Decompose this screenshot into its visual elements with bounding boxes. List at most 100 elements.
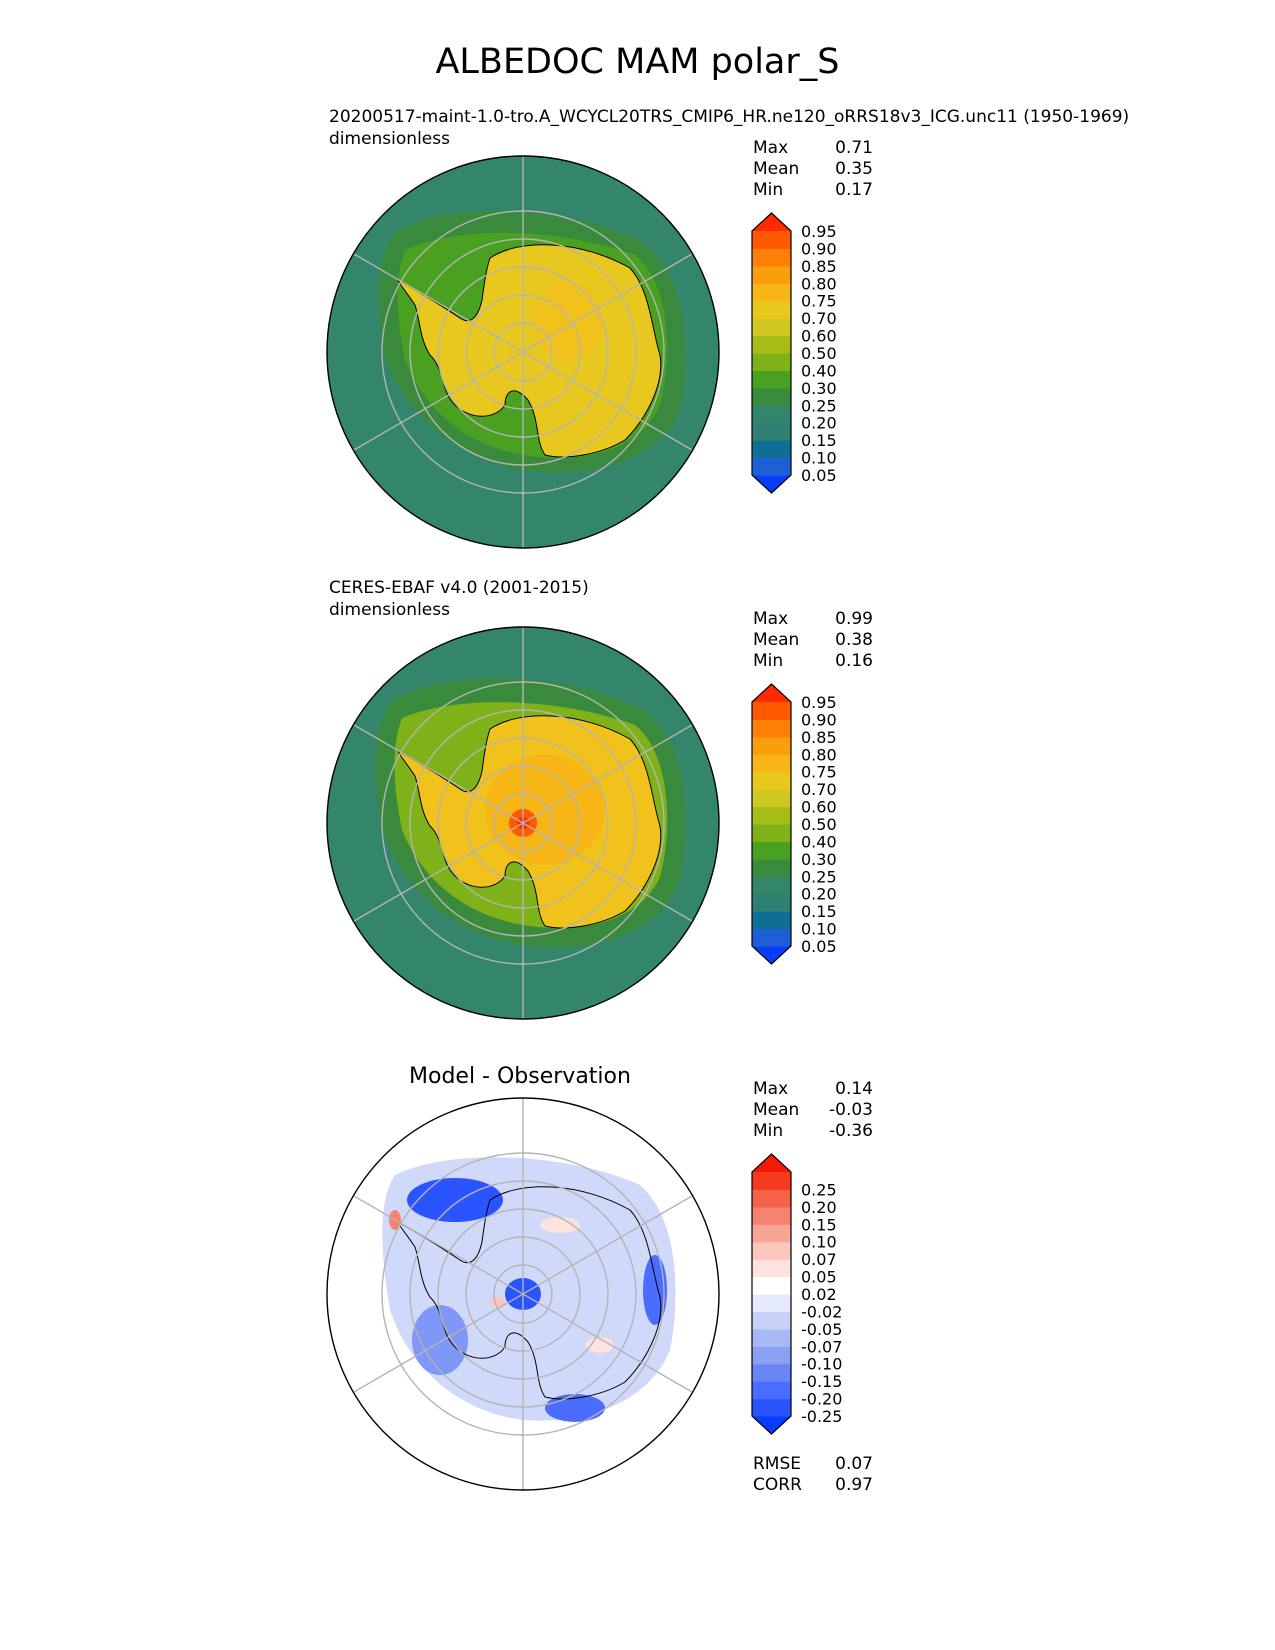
panel-3-strong-negative-west [407,1178,503,1222]
colorbar-2-segment [752,771,791,790]
colorbar-2-segment [752,893,791,912]
panel-3-stat-min-value: -0.36 [829,1121,873,1141]
panel-3-corr-value: 0.97 [835,1475,873,1495]
colorbar-2-tick-label: 0.95 [801,693,837,712]
colorbar-2-tick-label: 0.05 [801,937,837,956]
panel-3-positive-patch [540,1217,580,1233]
colorbar-1-tick-label: 0.75 [801,292,837,311]
panel-3-map-border [326,1097,720,1491]
colorbar-3-segment [752,1259,791,1278]
colorbar-3-tick-label: -0.15 [801,1372,842,1391]
colorbar-2-segment [752,789,791,808]
colorbar-1-segment [752,370,791,389]
panel-2-stat-max-value: 0.99 [835,609,873,629]
panel-2-units: dimensionless [329,600,450,620]
panel-2-stat-min-value: 0.16 [835,651,873,671]
panel-1-map-border [326,155,720,549]
colorbar-3-tick-label: -0.07 [801,1337,842,1356]
colorbar-1-segment [752,318,791,337]
panel-1-plateau [533,280,603,360]
colorbar-1-tick-label: 0.40 [801,361,837,380]
colorbar-2-tick-label: 0.90 [801,710,837,729]
colorbar-2-tick-label: 0.70 [801,780,837,799]
colorbar-3-tick-label: -0.05 [801,1320,842,1339]
colorbar-1-segment [752,335,791,354]
colorbar-3-tick-label: 0.20 [801,1198,837,1217]
panel-2-stat-max-label: Max [753,609,789,629]
colorbar-3-segment [752,1311,791,1330]
colorbar-3-extend-min [752,1416,791,1434]
colorbar-2-extend-max [752,684,791,702]
panel-3-stat-mean-value: -0.03 [829,1100,873,1120]
colorbar-1-segment [752,405,791,424]
colorbar-1-tick-label: 0.30 [801,379,837,398]
panel-3-title: Model - Observation [409,1064,631,1089]
colorbar-2-segment [752,806,791,825]
colorbar-3-tick-label: -0.10 [801,1355,842,1374]
colorbar-2-tick-label: 0.20 [801,885,837,904]
panel-2-title: CERES-EBAF v4.0 (2001-2015) dimensionles… [329,577,589,621]
colorbar-3-segment [752,1398,791,1417]
colorbar-1-tick-label: 0.70 [801,309,837,328]
colorbar-1-segment [752,457,791,476]
colorbar-3-segment [752,1241,791,1260]
colorbar-2-segment [752,928,791,947]
colorbar-2-tick-label: 0.25 [801,867,837,886]
colorbar-1-tick-label: 0.95 [801,222,837,241]
colorbar-2-tick-label: 0.15 [801,902,837,921]
panel-2-map-border [326,626,720,1020]
panel-2-graticule [353,627,693,1019]
panel-2-stat-min-label: Min [753,651,784,671]
colorbar-2-outline [751,683,792,965]
colorbar-1-segment [752,231,791,250]
panel-3-continent [397,1186,662,1400]
colorbar-3-tick-label: -0.25 [801,1407,842,1426]
colorbar-1-tick-label: 0.85 [801,257,837,276]
panel-1-graticule [353,156,693,548]
page-title: ALBEDOC MAM polar_S [435,42,840,82]
colorbar-3-segment [752,1381,791,1400]
colorbar-3-tick-label: 0.10 [801,1233,837,1252]
colorbar-2-tick-label: 0.75 [801,763,837,782]
panel-3-stat-max-value: 0.14 [835,1079,873,1099]
colorbar-2-tick-label: 0.50 [801,815,837,834]
panel-1-stat-mean-label: Mean [753,159,800,179]
colorbar-1-extend-max [752,213,791,231]
colorbar-3-tick-label: 0.02 [801,1285,837,1304]
colorbar-2-segment [752,841,791,860]
colorbar-2-extend-min [752,946,791,964]
panel-2-title-line1: CERES-EBAF v4.0 (2001-2015) [329,578,589,598]
panel-1-map [326,155,720,549]
colorbar-2-segment [752,824,791,843]
colorbar-3-tick-label: -0.02 [801,1302,842,1321]
colorbar-1-tick-label: 0.05 [801,466,837,485]
colorbar-3-extend-max [752,1154,791,1172]
panel-2-stat-mean-value: 0.38 [835,630,873,650]
colorbar-3-segment [752,1172,791,1191]
colorbar-3-tick-label: 0.25 [801,1180,837,1199]
colorbar-3-outline [751,1153,792,1435]
colorbar-1-segment [752,300,791,319]
colorbar-1-segment [752,440,791,459]
colorbar-1-extend-min [752,475,791,493]
panel-3-graticule [353,1098,693,1490]
colorbar-1-segment [752,283,791,302]
colorbar-2-segment [752,754,791,773]
colorbar-3-tick-label: 0.07 [801,1250,837,1269]
colorbar-1-segment [752,422,791,441]
colorbar-2-tick-label: 0.60 [801,798,837,817]
colorbar-1-outline [751,212,792,494]
panel-1-stat-min-label: Min [753,180,784,200]
colorbar-1-tick-label: 0.25 [801,396,837,415]
colorbar-1-segment [752,387,791,406]
colorbar-1-segment [752,265,791,284]
colorbar-3-segment [752,1363,791,1382]
panel-1-stat-mean-value: 0.35 [835,159,873,179]
colorbar-3: -0.25-0.20-0.15-0.10-0.07-0.05-0.020.020… [751,1153,842,1435]
colorbar-3-tick-label: 0.15 [801,1215,837,1234]
panel-3-rmse-label: RMSE [753,1454,802,1474]
colorbar-2: 0.050.100.150.200.250.300.400.500.600.70… [751,683,837,965]
colorbar-1-tick-label: 0.10 [801,449,837,468]
colorbar-2-segment [752,719,791,738]
panel-1-title-line1: 20200517-maint-1.0-tro.A_WCYCL20TRS_CMIP… [329,107,1130,127]
